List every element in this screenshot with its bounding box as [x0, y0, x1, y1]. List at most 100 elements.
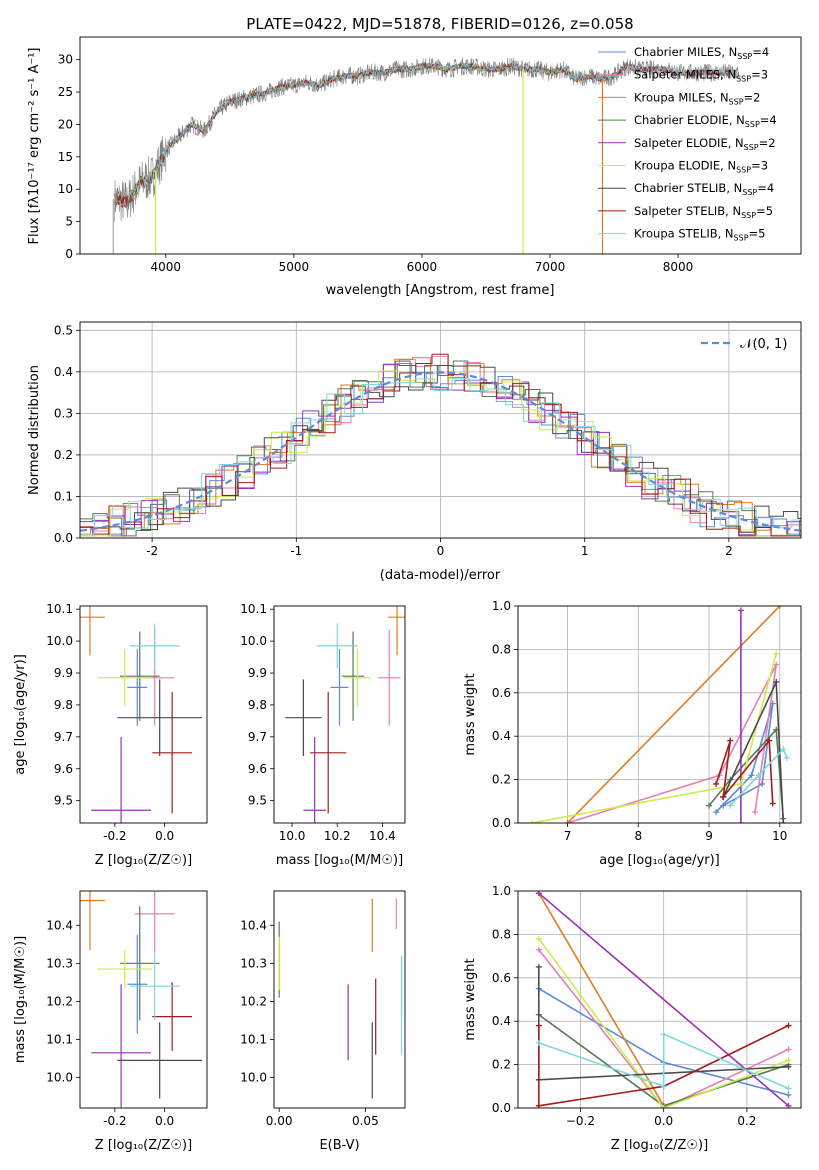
x-tick-label: 9 — [705, 829, 713, 843]
legend-label-main: Salpeter STELIB, N — [634, 204, 741, 218]
weight-marker — [780, 746, 787, 753]
x-axis-label: mass [log₁₀(M/M☉)] — [276, 853, 403, 868]
weight-marker — [785, 1091, 792, 1098]
weight-marker — [773, 650, 780, 657]
y-tick-label: 0.0 — [492, 1101, 511, 1115]
weight-marker — [535, 935, 542, 942]
y-axis-label: mass [log₁₀(M/M☉)] — [13, 936, 28, 1063]
legend-label-main: Kroupa MILES, N — [634, 90, 729, 104]
weight-marker — [785, 1022, 792, 1029]
legend-label: Kroupa STELIB, NSSP=5 — [634, 227, 765, 243]
weight-marker — [776, 606, 783, 609]
legend-label-main: Chabrier ELODIE, N — [634, 113, 745, 127]
axes-frame — [79, 321, 802, 539]
axes-frame — [517, 605, 802, 824]
spectrum-series — [112, 57, 740, 254]
y-axis-label: age [log₁₀(age/yr)] — [13, 654, 28, 775]
weight-line — [566, 606, 781, 823]
y-tick-label: 0.3 — [54, 406, 73, 420]
legend-label-sub: SSP — [744, 143, 759, 152]
y-tick-label: 10.4 — [240, 918, 267, 932]
legend-label: Salpeter MILES, NSSP=3 — [634, 68, 768, 84]
axes-z-weight: −0.2 0.0 0.2 0.0 0.2 0.4 0.6 0.8 1.0 Z [log₁₀(Z/Z… — [463, 884, 802, 1153]
residual-histogram — [80, 353, 801, 537]
y-tick-label: 0.0 — [54, 531, 73, 545]
weight-marker — [727, 737, 734, 744]
legend-label-main: Kroupa ELODIE, N — [634, 159, 736, 173]
weight-marker — [720, 793, 727, 800]
y-tick-label: 15 — [58, 150, 73, 164]
x-tick-label: 7000 — [535, 260, 566, 274]
x-tick-label: 0.0 — [155, 1114, 174, 1128]
legend-label-tail: =3 — [751, 159, 768, 173]
legend-label: Salpeter ELODIE, NSSP=2 — [634, 136, 776, 152]
x-axis-label: E(B-V) — [319, 1138, 359, 1153]
y-axis-label: Normed distribution — [27, 365, 42, 495]
x-tick-label: 10.4 — [369, 829, 396, 843]
histograms — [80, 353, 801, 537]
weight-line — [729, 747, 788, 807]
weight-marker — [785, 1046, 792, 1053]
weight-line — [567, 664, 777, 823]
y-axis-label: Flux [fλ10⁻¹⁷ erg cm⁻² s⁻¹ A⁻¹] — [27, 48, 42, 245]
x-axis-label: Z [log₁₀(Z/Z☉)] — [95, 1138, 192, 1153]
y-tick-label: 0.4 — [492, 1014, 511, 1028]
axes-spectrum: 4000 5000 6000 7000 8000 0 5 10 15 20 25 30 Chabrier… — [27, 36, 802, 298]
legend-label-tail: =5 — [749, 227, 766, 241]
y-tick-label: 9.6 — [248, 762, 267, 776]
axes-age-weight: 7 8 9 10 0.0 0.2 0.4 0.6 0.8 1.0 age [log₁₀(age/yr… — [463, 599, 802, 868]
weight-marker — [769, 800, 776, 807]
legend-label-tail: =4 — [757, 181, 774, 195]
y-tick-label: 0.6 — [492, 686, 511, 700]
axes-frame — [79, 605, 208, 824]
axes-residuals: -2 -1 0 1 2 0.0 0.1 0.2 0.3 0.4 0.5 𝒩(0, 1) (data-mo… — [27, 321, 802, 583]
weight-marker — [535, 1039, 542, 1046]
x-tick-label: 0.2 — [737, 1114, 756, 1128]
weight-marker — [720, 802, 727, 809]
y-tick-label: 10.1 — [240, 1032, 267, 1046]
figure-title: PLATE=0422, MJD=51878, FIBERID=0126, z=0… — [246, 15, 633, 33]
weight-marker — [706, 802, 713, 809]
x-axis-label: age [log₁₀(age/yr)] — [599, 853, 720, 868]
x-tick-label: 10.0 — [279, 829, 306, 843]
y-tick-label: 9.5 — [54, 794, 73, 808]
x-tick-label: 10.2 — [324, 829, 351, 843]
weight-lines — [529, 606, 790, 823]
errorbars — [285, 606, 405, 823]
residual-histogram — [80, 365, 801, 533]
y-tick-label: 1.0 — [492, 599, 511, 613]
legend-label-sub: SSP — [745, 120, 760, 129]
weight-marker — [759, 780, 766, 787]
weight-line — [538, 892, 665, 1107]
legend-label-sub: SSP — [734, 234, 749, 243]
x-tick-label: 8000 — [663, 260, 694, 274]
y-tick-label: 10.0 — [46, 1071, 73, 1085]
x-tick-label: 0.0 — [155, 829, 174, 843]
model-spectrum-line — [118, 62, 736, 209]
y-axis-label: mass weight — [463, 958, 478, 1040]
weight-marker — [766, 737, 773, 744]
x-tick-label: -0.2 — [103, 829, 126, 843]
y-tick-label: 0 — [65, 247, 73, 261]
x-tick-label: 0.0 — [654, 1114, 673, 1128]
y-tick-label: 10.3 — [46, 956, 73, 970]
weight-marker — [748, 772, 755, 779]
y-tick-label: 0.0 — [492, 816, 511, 830]
weight-marker — [785, 1057, 792, 1064]
weight-marker — [535, 946, 542, 953]
legend-label-sub: SSP — [741, 211, 756, 220]
y-tick-label: 0.4 — [54, 365, 73, 379]
y-tick-label: 10.2 — [240, 994, 267, 1008]
y-tick-label: 10.1 — [46, 1032, 73, 1046]
legend-label-tail: =2 — [759, 136, 776, 150]
weight-line — [538, 1032, 789, 1090]
y-tick-label: 0.6 — [492, 971, 511, 985]
axes-frame — [273, 605, 406, 824]
weight-marker — [785, 1085, 792, 1092]
y-tick-label: 9.9 — [248, 666, 267, 680]
y-tick-label: 10 — [58, 182, 73, 196]
y-tick-label: 0.4 — [492, 729, 511, 743]
y-tick-label: 10.0 — [240, 1071, 267, 1085]
weight-line — [531, 653, 777, 823]
